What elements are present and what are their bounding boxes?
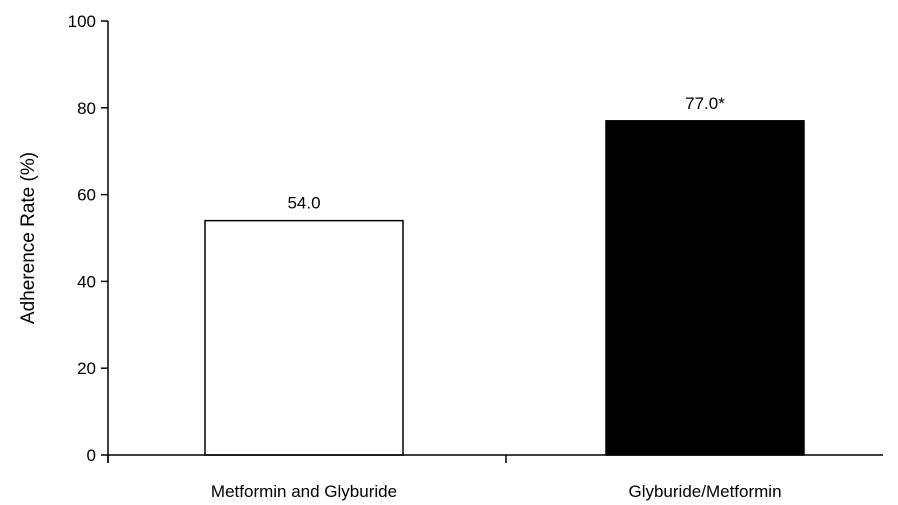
- bar-1: [204, 219, 404, 456]
- category-label-1: Metformin and Glyburide: [211, 482, 397, 501]
- category-label-2: Glyburide/Metformin: [628, 482, 781, 501]
- bars: [204, 120, 805, 456]
- y-axis-title: Adherence Rate (%): [18, 152, 39, 324]
- y-tick-label: 80: [77, 99, 96, 118]
- y-tick-label: 40: [77, 272, 96, 291]
- y-tick-label: 100: [68, 12, 96, 31]
- y-tick-label: 0: [87, 446, 96, 465]
- data-label-1: 54.0: [287, 194, 320, 213]
- y-tick-label: 60: [77, 186, 96, 205]
- x-axis-ticks: [107, 455, 507, 463]
- category-labels: Metformin and Glyburide Glyburide/Metform…: [211, 482, 782, 501]
- data-labels: 54.0 77.0*: [287, 94, 725, 213]
- y-axis-ticks: 0 20 40 60 80 100: [68, 12, 108, 465]
- bar-2: [605, 120, 805, 456]
- data-label-2: 77.0*: [685, 94, 725, 113]
- y-tick-label: 20: [77, 359, 96, 378]
